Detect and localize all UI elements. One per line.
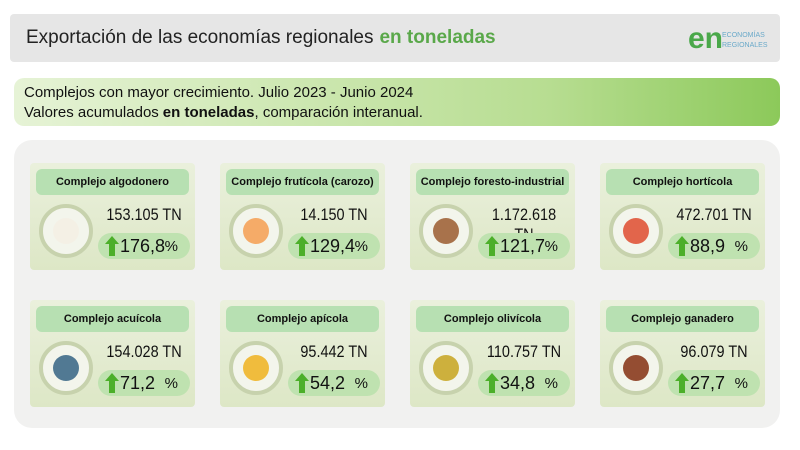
logo-text: ECONOMÍAS <box>722 30 765 39</box>
growth-value: 71,2 <box>120 373 156 393</box>
growth-pill: 27,7% <box>668 370 760 396</box>
icon <box>38 340 94 396</box>
icon <box>608 340 664 396</box>
icon <box>38 203 94 259</box>
growth-pill: 129,4% <box>288 233 380 259</box>
arrow-up <box>295 373 309 393</box>
card: Complejo algodonero 153.105 TN 176,8% <box>30 163 195 270</box>
arrow-up <box>675 373 689 393</box>
card: Complejo apícola 95.442 TN 54,2% <box>220 300 385 407</box>
card-title: Complejo acuícola <box>36 306 189 332</box>
header: Exportación de las economías regionales e… <box>10 14 780 62</box>
growth-pill: 121,7% <box>478 233 570 259</box>
card-title: Complejo hortícola <box>606 169 759 195</box>
icon-art <box>419 341 473 395</box>
card-title: Complejo foresto-industrial <box>416 169 569 195</box>
icon-art <box>229 341 283 395</box>
tonnes: 153.105 TN <box>106 205 182 224</box>
card-title: Complejo apícola <box>226 306 379 332</box>
text: , comparación interanual. <box>254 104 423 121</box>
arrow-up <box>485 373 499 393</box>
icon-art <box>39 341 93 395</box>
icon-art <box>39 204 93 258</box>
growth-unit: % <box>164 238 178 255</box>
tonnes: 110.757 TN <box>486 342 562 361</box>
card-title: Complejo ganadero <box>606 306 759 332</box>
icon <box>228 340 284 396</box>
icon-art <box>229 204 283 258</box>
arrow-up <box>675 236 689 256</box>
growth-value: 121,7 <box>500 236 546 256</box>
card-title: Complejo frutícola (carozo) <box>226 169 379 195</box>
tonnes: 96.079 TN <box>680 342 748 361</box>
growth-value: 54,2 <box>310 373 346 393</box>
card: Complejo ganadero 96.079 TN 27,7% <box>600 300 765 407</box>
growth-unit: % <box>544 238 558 255</box>
tonnes: 472.701 TN <box>676 205 752 224</box>
growth-unit: % <box>544 375 558 392</box>
card: Complejo frutícola (carozo) 14.150 TN 129,… <box>220 163 385 270</box>
arrow-up <box>105 236 119 256</box>
growth-pill: 34,8% <box>478 370 570 396</box>
arrow-up <box>105 373 119 393</box>
growth-unit: % <box>734 375 748 392</box>
growth-unit: % <box>164 375 178 392</box>
growth-unit: % <box>354 375 368 392</box>
banner-line: Complejos con mayor crecimiento. Julio 2… <box>24 84 414 101</box>
card: Complejo olivícola 110.757 TN 34,8% <box>410 300 575 407</box>
icon <box>418 340 474 396</box>
tonnes: 154.028 TN <box>106 342 182 361</box>
icon <box>608 203 664 259</box>
growth-pill: 176,8% <box>98 233 190 259</box>
growth-value: 176,8 <box>120 236 166 256</box>
text: Valores acumulados <box>24 104 159 121</box>
growth-value: 88,9 <box>690 236 726 256</box>
growth-pill: 54,2% <box>288 370 380 396</box>
growth-value: 129,4 <box>310 236 356 256</box>
highlight: en toneladas <box>162 104 255 121</box>
growth-pill: 71,2% <box>98 370 190 396</box>
tonnes: 14.150 TN <box>300 205 368 224</box>
banner: Complejos con mayor crecimiento. Julio 2… <box>14 78 780 126</box>
card: Complejo acuícola 154.028 TN 71,2% <box>30 300 195 407</box>
logo-mark: en <box>688 22 723 55</box>
icon-art <box>419 204 473 258</box>
card-title: Complejo olivícola <box>416 306 569 332</box>
icon-art <box>609 341 663 395</box>
banner-line: Valores acumulados en toneladas, comparac… <box>24 104 423 121</box>
growth-unit: % <box>734 238 748 255</box>
icon <box>228 203 284 259</box>
logo: en ECONOMÍAS REGIONALES <box>688 22 768 55</box>
card-title: Complejo algodonero <box>36 169 189 195</box>
growth-pill: 88,9% <box>668 233 760 259</box>
header-title: Exportación de las economías regionales e… <box>26 27 496 49</box>
card: Complejo hortícola 472.701 TN 88,9% <box>600 163 765 270</box>
tonnes: 95.442 TN <box>300 342 368 361</box>
arrow-up <box>485 236 499 256</box>
growth-value: 27,7 <box>690 373 726 393</box>
icon-art <box>609 204 663 258</box>
arrow-up <box>295 236 309 256</box>
title-highlight: en toneladas <box>379 27 496 48</box>
growth-unit: % <box>354 238 368 255</box>
logo-text: REGIONALES <box>722 42 768 49</box>
title-text: Exportación de las economías regionales <box>26 27 374 48</box>
icon <box>418 203 474 259</box>
growth-value: 34,8 <box>500 373 536 393</box>
